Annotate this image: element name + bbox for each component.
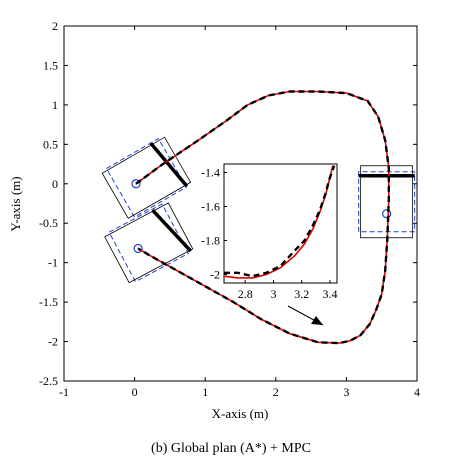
x-tick-label: -1	[59, 385, 69, 399]
vehicle-2	[104, 202, 194, 284]
y-tick-label: -0.5	[39, 216, 58, 230]
front-axle	[149, 142, 189, 188]
x-tick-label: 4	[414, 385, 420, 399]
vehicle-center-marker	[382, 209, 392, 219]
inset-x-tick-label: 3.4	[322, 287, 337, 301]
inset-y-tick-label: -1.8	[201, 234, 220, 248]
axes-ticks	[63, 25, 418, 382]
inset-y-tick-label: -2	[210, 268, 220, 282]
vehicle-body	[105, 137, 188, 218]
y-tick-label: 2	[52, 19, 58, 33]
inset-x-tick-label: 2.8	[238, 287, 253, 301]
trajectories	[135, 90, 390, 345]
global-plan-line	[135, 90, 390, 345]
inset-zoom: 2.8 3 3.2 3.4 -2 -1.8 -1.6 -1.4	[201, 163, 338, 301]
plot-area	[63, 25, 418, 382]
inset-x-tick-label: 3.2	[294, 287, 309, 301]
y-tick-label: -1	[48, 256, 58, 270]
x-tick-label: 2	[273, 385, 279, 399]
inset-x-tick-label: 3	[270, 287, 276, 301]
y-tick-label: -2	[48, 335, 58, 349]
y-tick-label: 1.5	[43, 58, 58, 72]
vehicle-body	[358, 171, 416, 233]
front-wheel	[149, 142, 189, 188]
y-tick-label: 0	[52, 177, 58, 191]
x-axis-label: X-axis (m)	[212, 406, 269, 421]
vehicle-footprints	[101, 136, 416, 284]
vehicle-body	[108, 203, 190, 283]
y-tick-label: -1.5	[39, 295, 58, 309]
vehicle-outline	[104, 202, 194, 284]
y-tick-label: 0.5	[43, 137, 58, 151]
x-tick-labels: -1 0 1 2 3 4	[59, 385, 420, 399]
x-tick-label: 1	[202, 385, 208, 399]
y-tick-label: -2.5	[39, 374, 58, 388]
zoom-arrow	[287, 305, 324, 326]
x-tick-label: 0	[132, 385, 138, 399]
vehicle-outline	[101, 136, 192, 219]
front-wheel	[151, 208, 193, 253]
front-axle	[151, 208, 193, 253]
vehicle-1	[101, 136, 192, 219]
inset-y-tick-label: -1.4	[201, 166, 220, 180]
inset-y-tick-label: -1.6	[201, 200, 220, 214]
inset-curves	[224, 165, 336, 279]
y-tick-label: 1	[52, 98, 58, 112]
x-tick-label: 3	[343, 385, 349, 399]
inset-mpc-line	[224, 165, 334, 279]
y-tick-labels: -2.5 -2 -1.5 -1 -0.5 0 0.5 1 1.5 2	[39, 19, 58, 388]
inset-frame	[223, 163, 338, 284]
figure-caption: (b) Global plan (A*) + MPC	[151, 441, 311, 456]
y-axis-label: Y-axis (m)	[8, 176, 23, 231]
vehicle-center-marker	[133, 243, 143, 254]
